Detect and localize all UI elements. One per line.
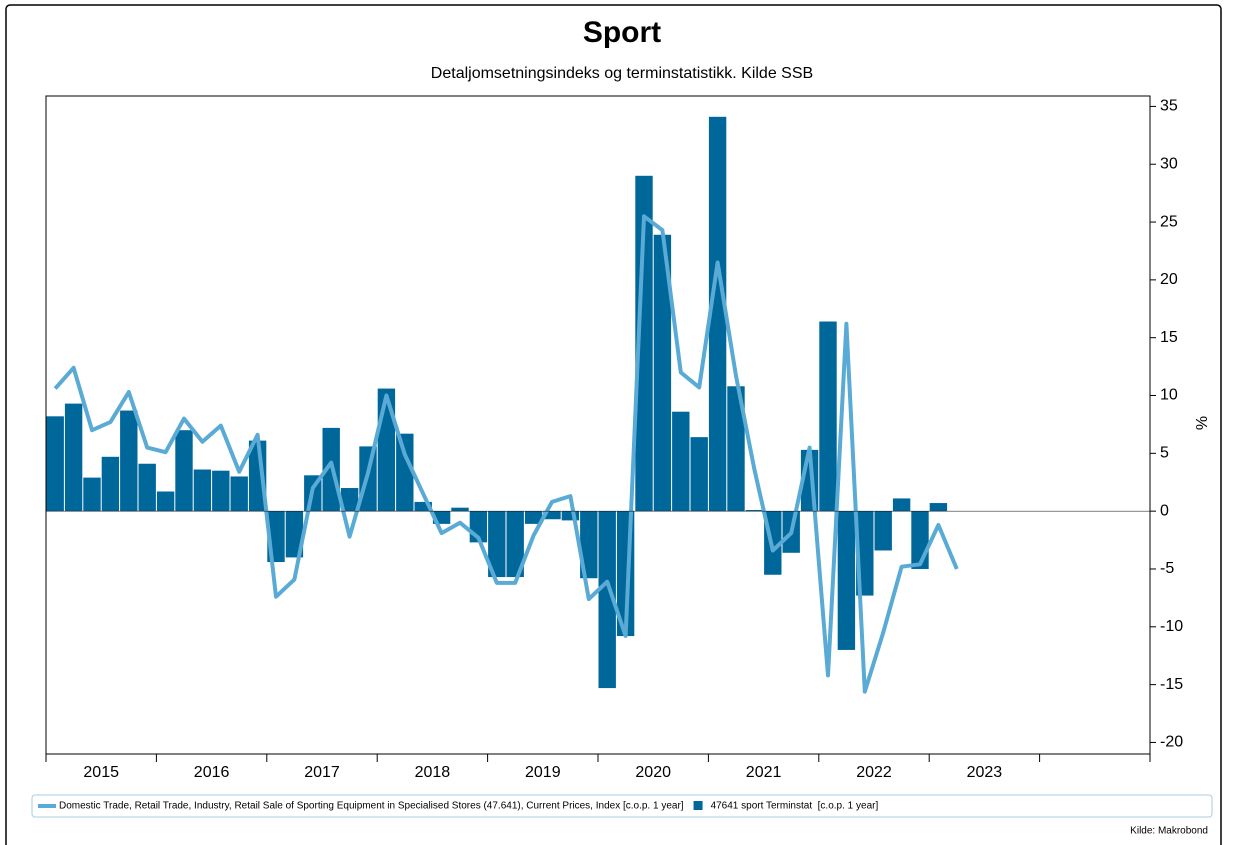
bar [837,511,856,650]
bar [745,509,764,512]
x-tick-label: 2022 [856,764,892,781]
y-tick-label: -5 [1160,560,1174,577]
bar [340,488,359,512]
bar [874,511,892,551]
x-tick-label: 2015 [83,764,119,781]
x-tick-label: 2017 [304,764,340,781]
bar [101,456,120,512]
bar [892,498,911,512]
bar [156,491,175,512]
bar [83,477,101,512]
y-tick-label: 35 [1160,98,1178,115]
y-tick-label: 15 [1160,329,1178,346]
bar [396,433,414,512]
x-tick-label: 2021 [746,764,782,781]
y-tick-label: 0 [1160,502,1169,519]
x-tick-label: 2019 [525,764,561,781]
y-tick-label: -20 [1160,734,1183,751]
bar [672,411,690,512]
y-tick-label: -15 [1160,676,1183,693]
y-tick-label: 10 [1160,387,1178,404]
bar [635,175,653,512]
bar [524,511,543,524]
x-tick-label: 2018 [415,764,451,781]
y-tick-label: 25 [1160,213,1178,230]
bar [175,430,193,512]
x-tick-label: 2023 [967,764,1003,781]
bar [414,501,432,512]
y-axis-label: % [1194,416,1211,430]
y-tick-label: 20 [1160,271,1178,288]
y-tick-label: 5 [1160,445,1169,462]
bar [120,410,138,512]
bar [230,476,248,512]
plot-area [45,95,1151,755]
chart-title: Sport [583,16,661,49]
line [53,214,959,694]
x-tick-label: 2020 [635,764,671,781]
bar [506,511,524,578]
bar [488,511,506,578]
bar [653,234,672,512]
legend-label: Domestic Trade, Retail Trade, Industry, … [59,801,684,812]
y-tick-label: -10 [1160,618,1183,635]
bar [138,463,156,512]
source: Kilde: Makrobond [1130,826,1208,837]
bar [561,511,580,521]
bar [929,503,948,512]
bar [451,507,469,512]
chart-subtitle: Detaljomsetningsindeks og terminstatisti… [431,65,813,82]
bar [212,470,230,512]
bar [819,321,837,512]
legend-swatch [693,801,703,810]
bar [580,511,598,579]
bar [727,386,745,512]
x-tick-label: 2016 [194,764,230,781]
bar [64,403,83,512]
bar [193,469,212,512]
y-tick-label: 30 [1160,155,1178,172]
bar [285,511,304,558]
bar [543,511,561,520]
legend [31,794,1213,818]
bar [598,511,616,689]
bar [46,416,64,512]
bar [708,116,727,512]
bar [690,437,708,512]
legend-label: 47641 sport Terminstat [c.o.p. 1 year] [711,801,879,812]
bar [377,388,396,512]
